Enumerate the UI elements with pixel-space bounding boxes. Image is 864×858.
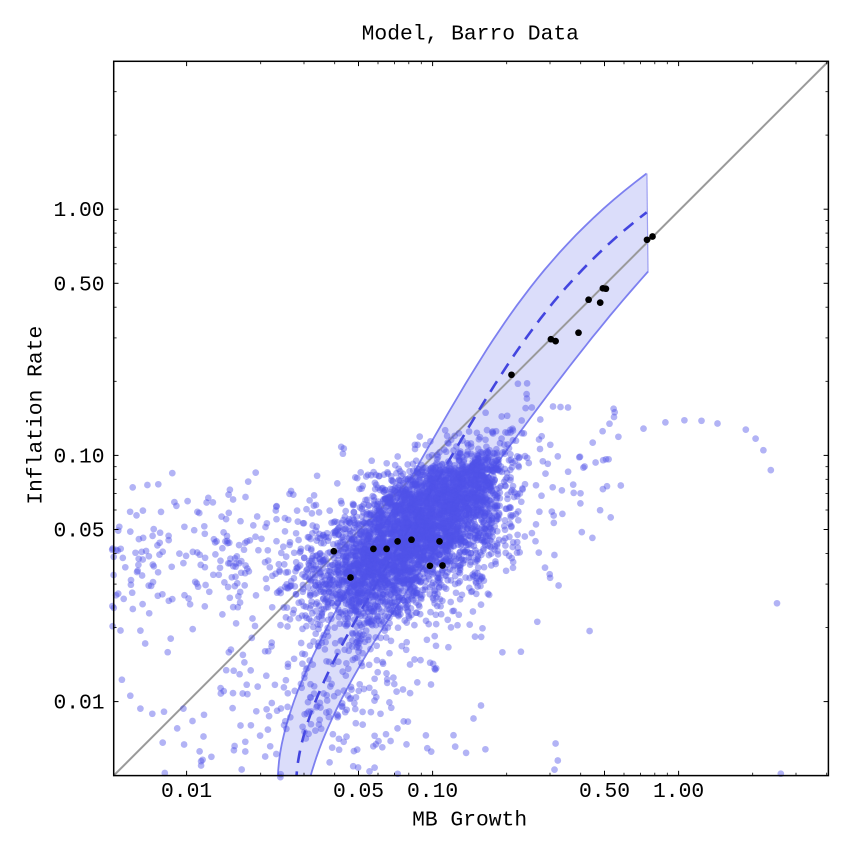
svg-text:0.05: 0.05 xyxy=(53,520,104,544)
svg-text:0.01: 0.01 xyxy=(161,780,212,804)
svg-text:1.00: 1.00 xyxy=(53,199,104,223)
svg-text:Model, Barro Data: Model, Barro Data xyxy=(362,23,579,47)
svg-text:1.00: 1.00 xyxy=(653,780,704,804)
svg-text:0.10: 0.10 xyxy=(53,445,104,469)
svg-text:Inflation Rate: Inflation Rate xyxy=(24,326,48,505)
svg-text:0.50: 0.50 xyxy=(53,273,104,297)
svg-text:0.01: 0.01 xyxy=(53,692,104,716)
svg-text:0.50: 0.50 xyxy=(579,780,630,804)
svg-text:0.10: 0.10 xyxy=(407,780,458,804)
svg-text:MB Growth: MB Growth xyxy=(412,809,527,833)
svg-text:0.05: 0.05 xyxy=(333,780,384,804)
